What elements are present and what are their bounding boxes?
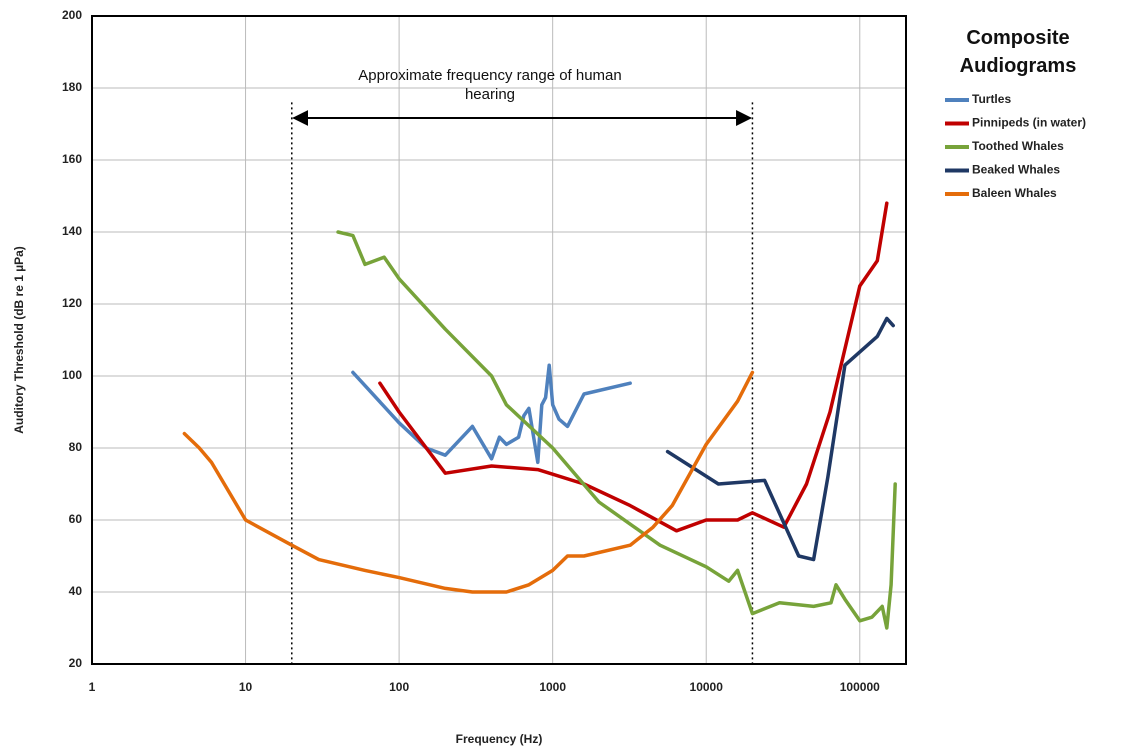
x-tick-label: 10 xyxy=(239,680,253,694)
x-tick-label: 100 xyxy=(389,680,409,694)
series-line xyxy=(665,316,895,562)
legend-label: Turtles xyxy=(972,92,1011,106)
y-tick-label: 140 xyxy=(62,224,82,238)
y-tick-label: 100 xyxy=(62,368,82,382)
y-tick-label: 200 xyxy=(62,8,82,22)
series-line xyxy=(182,370,755,594)
y-tick-label: 160 xyxy=(62,152,82,166)
legend-label: Pinnipeds (in water) xyxy=(972,116,1086,130)
series-line xyxy=(378,201,889,533)
x-tick-label: 1000 xyxy=(539,680,566,694)
plot-border xyxy=(91,15,907,665)
y-tick-label: 20 xyxy=(69,656,83,670)
series-line xyxy=(351,363,632,465)
x-tick-label: 1 xyxy=(89,680,96,694)
legend-title: Composite Audiograms xyxy=(959,27,1077,77)
x-tick-label: 100000 xyxy=(840,680,880,694)
y-tick-label: 60 xyxy=(69,512,83,526)
y-tick-label: 180 xyxy=(62,80,82,94)
legend-label: Beaked Whales xyxy=(972,163,1060,177)
annotation: Approximate frequency range of human hea… xyxy=(358,67,622,103)
y-tick-label: 120 xyxy=(62,296,82,310)
legend-label: Baleen Whales xyxy=(972,186,1057,200)
y-axis-label: Auditory Threshold (dB re 1 µPa) xyxy=(12,246,26,434)
series-line xyxy=(336,230,897,630)
y-tick-label: 80 xyxy=(69,440,83,454)
x-axis-label: Frequency (Hz) xyxy=(456,732,543,746)
y-tick-label: 40 xyxy=(69,584,83,598)
legend-label: Toothed Whales xyxy=(972,139,1064,153)
x-tick-label: 10000 xyxy=(690,680,724,694)
